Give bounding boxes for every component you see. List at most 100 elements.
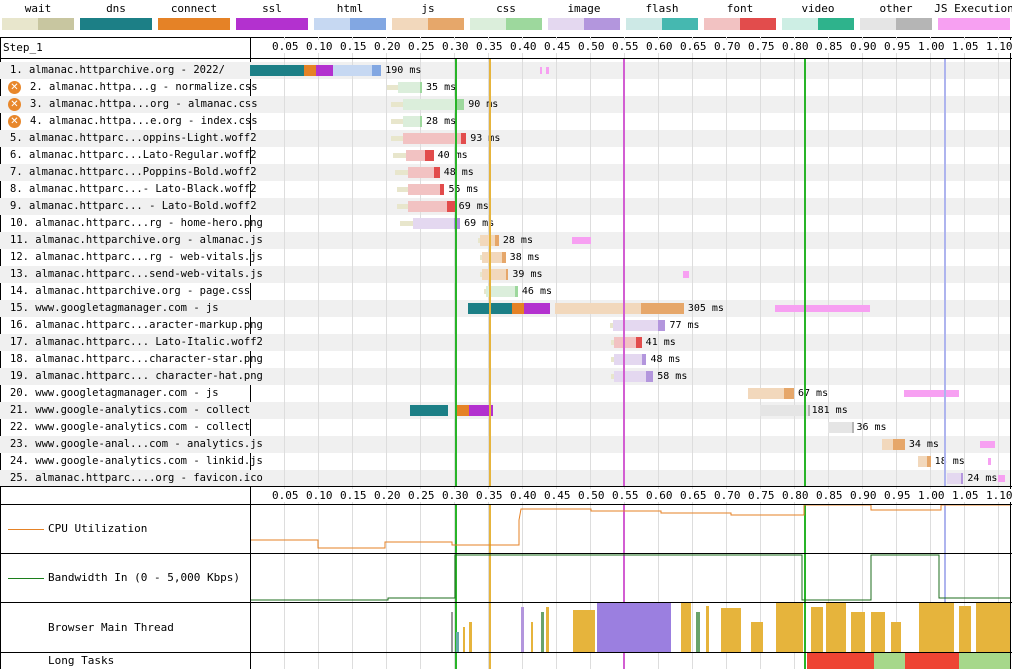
- visually-complete-line: [804, 59, 807, 486]
- request-label-5[interactable]: 5. almanac.httparc...oppins-Light.woff2: [10, 132, 257, 144]
- tick-label: 0.25: [408, 489, 435, 502]
- grid-line: [692, 37, 693, 669]
- bar-download: [506, 269, 509, 280]
- request-label-18[interactable]: 18. almanac.httparc...character-star.png: [10, 353, 263, 365]
- main-thread-activity: [597, 603, 671, 652]
- request-label-13[interactable]: 13. almanac.httparc...send-web-vitals.js: [10, 268, 263, 280]
- bar-download: [457, 99, 465, 110]
- request-time: 34 ms: [908, 439, 939, 450]
- start-render-line: [455, 59, 458, 486]
- section-rule: [0, 652, 1012, 653]
- grid-line: [964, 37, 965, 669]
- axis-rule: [0, 486, 1012, 487]
- tick-label: 0.80: [782, 489, 809, 502]
- main-thread-activity: [751, 622, 763, 652]
- request-label-19[interactable]: 19. almanac.httparc... character-hat.png: [10, 370, 263, 382]
- main-thread-activity: [721, 608, 741, 652]
- bar-ssl: [469, 405, 494, 416]
- section-rule: [0, 602, 1012, 603]
- cpu-graph: [251, 505, 1010, 549]
- bandwidth-line: [251, 554, 1010, 601]
- tick-label: 0.85: [816, 489, 843, 502]
- bar-request: [407, 201, 448, 212]
- bar-download: [494, 235, 499, 246]
- grid-line: [352, 37, 353, 669]
- tick-label: 0.70: [714, 489, 741, 502]
- request-label-17[interactable]: 17. almanac.httparc... Lato-Italic.woff2: [10, 336, 263, 348]
- request-label-24[interactable]: 24. www.google-analytics.com - linkid.js: [10, 455, 263, 467]
- tick-label: 0.50: [578, 489, 605, 502]
- bar-request: [403, 116, 420, 127]
- js-exec-mark: [572, 237, 592, 244]
- bar-request: [479, 235, 495, 246]
- legend-swatch-dark: [974, 18, 1010, 30]
- request-time: 36 ms: [856, 422, 887, 433]
- grid-line: [896, 37, 897, 669]
- grid-line: [420, 37, 421, 669]
- request-label-11[interactable]: 11. almanac.httparchive.org - almanac.js: [10, 234, 263, 246]
- request-label-12[interactable]: 12. almanac.httparc...rg - web-vitals.js: [10, 251, 263, 263]
- row-stripe: [0, 436, 1010, 453]
- legend-swatch-dark: [896, 18, 932, 30]
- legend-swatch-dark: [428, 18, 464, 30]
- main-thread-activity: [681, 603, 691, 652]
- request-label-2[interactable]: 2. almanac.httpa...g - normalize.css: [30, 81, 258, 93]
- legend-swatch-light: [2, 18, 38, 30]
- request-label-7[interactable]: 7. almanac.httparc...Poppins-Bold.woff2: [10, 166, 257, 178]
- tick-label: 0.40: [510, 489, 537, 502]
- bar-request: [760, 405, 808, 416]
- bar-request: [403, 99, 458, 110]
- request-label-3[interactable]: 3. almanac.httpa...org - almanac.css: [30, 98, 258, 110]
- tick-label: 0.25: [408, 40, 435, 53]
- request-time: 90 ms: [468, 99, 499, 110]
- request-label-25[interactable]: 25. almanac.httparc....org - favicon.ico: [10, 472, 263, 484]
- tick-label: 0.80: [782, 40, 809, 53]
- bar-download: [420, 116, 423, 127]
- tick-label: 0.15: [340, 40, 367, 53]
- grid-line: [488, 37, 489, 669]
- legend-label-js-execution: JS Execution: [934, 2, 1012, 15]
- bar-wait: [399, 221, 414, 226]
- bar-dns: [250, 65, 304, 76]
- bar-request: [481, 252, 502, 263]
- request-label-8[interactable]: 8. almanac.httparc...- Lato-Black.woff2: [10, 183, 257, 195]
- legend-label-flash: flash: [645, 2, 679, 15]
- row-stripe: [0, 96, 1010, 113]
- request-label-16[interactable]: 16. almanac.httparc...aracter-markup.png: [10, 319, 263, 331]
- request-label-10[interactable]: 10. almanac.httparc...rg - home-hero.png: [10, 217, 263, 229]
- request-label-20[interactable]: 20. www.googletagmanager.com - js: [10, 387, 219, 399]
- bar-download: [926, 456, 931, 467]
- bandwidth-graph: [251, 554, 1010, 601]
- tick-label: 0.45: [544, 40, 571, 53]
- bar-request: [481, 269, 507, 280]
- js-exec-mark: [904, 390, 960, 397]
- legend-label-connect: connect: [170, 2, 218, 15]
- main-thread-activity: [696, 612, 700, 652]
- bar-wait: [396, 204, 408, 209]
- request-label-4[interactable]: 4. almanac.httpa...e.org - index.css: [30, 115, 258, 127]
- request-label-22[interactable]: 22. www.google-analytics.com - collect: [10, 421, 251, 433]
- legend-swatch-light: [314, 18, 350, 30]
- request-label-9[interactable]: 9. almanac.httparc... - Lato-Bold.woff2: [10, 200, 257, 212]
- bar-wait: [611, 374, 614, 379]
- request-label-14[interactable]: 14. almanac.httparchive.org - page.css: [10, 285, 251, 297]
- legend-swatch-light: [158, 18, 194, 30]
- main-thread-label: Browser Main Thread: [48, 620, 174, 634]
- request-label-1[interactable]: 1. almanac.httparchive.org - 2022/: [10, 64, 225, 76]
- bar-wait: [483, 289, 486, 294]
- main-thread-activity: [776, 603, 803, 652]
- tick-label: 0.10: [306, 40, 333, 53]
- legend-swatch-dark: [116, 18, 152, 30]
- request-label-21[interactable]: 21. www.google-analytics.com - collect: [10, 404, 251, 416]
- tick-label: 1.05: [952, 40, 979, 53]
- row-stripe: [0, 164, 1010, 181]
- long-task-block: [905, 653, 960, 669]
- request-label-6[interactable]: 6. almanac.httparc...Lato-Regular.woff2: [10, 149, 257, 161]
- bar-download: [447, 201, 455, 212]
- request-label-23[interactable]: 23. www.google-anal...com - analytics.js: [10, 438, 263, 450]
- request-time: 69 ms: [458, 201, 489, 212]
- legend-swatch-light: [548, 18, 584, 30]
- request-label-15[interactable]: 15. www.googletagmanager.com - js: [10, 302, 219, 314]
- legend-label-font: font: [726, 2, 754, 15]
- bar-download: [641, 303, 684, 314]
